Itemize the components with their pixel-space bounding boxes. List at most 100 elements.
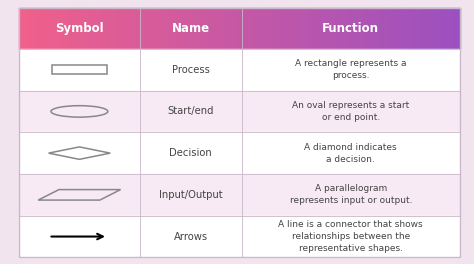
Text: Decision: Decision [169, 148, 212, 158]
Bar [39, 8, 41, 49]
Bar [374, 8, 376, 49]
Bar [52, 8, 54, 49]
Text: Process: Process [172, 65, 210, 75]
Bar [246, 8, 248, 49]
Bar [385, 8, 387, 49]
Bar [457, 8, 460, 49]
Bar [67, 8, 70, 49]
Bar [147, 8, 149, 49]
Bar [330, 8, 332, 49]
Bar [155, 8, 158, 49]
Bar [85, 8, 87, 49]
Bar [118, 8, 120, 49]
Text: Name: Name [172, 22, 210, 35]
Text: Function: Function [322, 22, 379, 35]
Bar [134, 8, 136, 49]
Bar [453, 8, 456, 49]
Bar [198, 8, 200, 49]
Bar [162, 8, 164, 49]
Bar [50, 8, 52, 49]
Bar [36, 8, 39, 49]
Bar [81, 8, 83, 49]
Bar [149, 8, 151, 49]
Text: Input/Output: Input/Output [159, 190, 223, 200]
Bar [233, 8, 235, 49]
Bar [290, 8, 292, 49]
Bar [350, 8, 352, 49]
Bar [116, 8, 118, 49]
Bar [98, 8, 100, 49]
Bar [222, 8, 224, 49]
Bar [451, 8, 453, 49]
Bar [56, 8, 59, 49]
Bar [79, 8, 81, 49]
Bar [30, 8, 32, 49]
Bar [378, 8, 381, 49]
Bar [420, 8, 422, 49]
Bar [250, 8, 253, 49]
Bar [83, 8, 85, 49]
Bar [367, 8, 369, 49]
Bar [369, 8, 372, 49]
Bar [21, 8, 23, 49]
Bar [228, 8, 230, 49]
Bar [90, 8, 91, 49]
Bar [449, 8, 451, 49]
Bar [416, 8, 418, 49]
Text: A parallelogram
represents input or output.: A parallelogram represents input or outp… [290, 185, 412, 205]
Bar [43, 8, 46, 49]
Bar [338, 8, 341, 49]
Bar [23, 8, 26, 49]
Text: A line is a connector that shows
relationships between the
representative shapes: A line is a connector that shows relatio… [278, 220, 423, 253]
Bar [425, 8, 427, 49]
Bar [407, 8, 409, 49]
Bar [72, 8, 74, 49]
Text: Start/end: Start/end [167, 106, 214, 116]
Bar [19, 8, 21, 49]
Bar [94, 8, 96, 49]
Bar [19, 132, 460, 174]
Bar [281, 8, 283, 49]
Bar [292, 8, 294, 49]
Bar [160, 8, 162, 49]
Bar [63, 8, 65, 49]
Bar [239, 8, 242, 49]
Bar [270, 8, 273, 49]
Bar [347, 8, 350, 49]
Bar [215, 8, 217, 49]
Bar [61, 8, 63, 49]
Bar [273, 8, 274, 49]
Bar [226, 8, 228, 49]
Bar [123, 8, 125, 49]
Bar [129, 8, 131, 49]
Bar [402, 8, 405, 49]
Bar [76, 8, 79, 49]
Bar [127, 8, 129, 49]
Bar [337, 8, 338, 49]
Text: A diamond indicates
a decision.: A diamond indicates a decision. [304, 143, 397, 163]
Text: A rectangle represents a
process.: A rectangle represents a process. [295, 59, 407, 80]
Bar [242, 8, 244, 49]
Bar [189, 8, 191, 49]
Bar [411, 8, 413, 49]
Bar [206, 8, 209, 49]
Bar [145, 8, 147, 49]
Bar [317, 8, 319, 49]
Bar [447, 8, 449, 49]
Bar [167, 8, 169, 49]
Bar [456, 8, 457, 49]
Bar [138, 8, 140, 49]
Bar [422, 8, 425, 49]
Bar [244, 8, 246, 49]
Bar [358, 8, 361, 49]
Bar [393, 8, 396, 49]
Bar [186, 8, 189, 49]
Bar [191, 8, 193, 49]
Bar [105, 8, 107, 49]
Bar [314, 8, 317, 49]
Bar [171, 8, 173, 49]
Bar [372, 8, 374, 49]
Bar [288, 8, 290, 49]
Bar [180, 8, 182, 49]
Bar [59, 8, 61, 49]
